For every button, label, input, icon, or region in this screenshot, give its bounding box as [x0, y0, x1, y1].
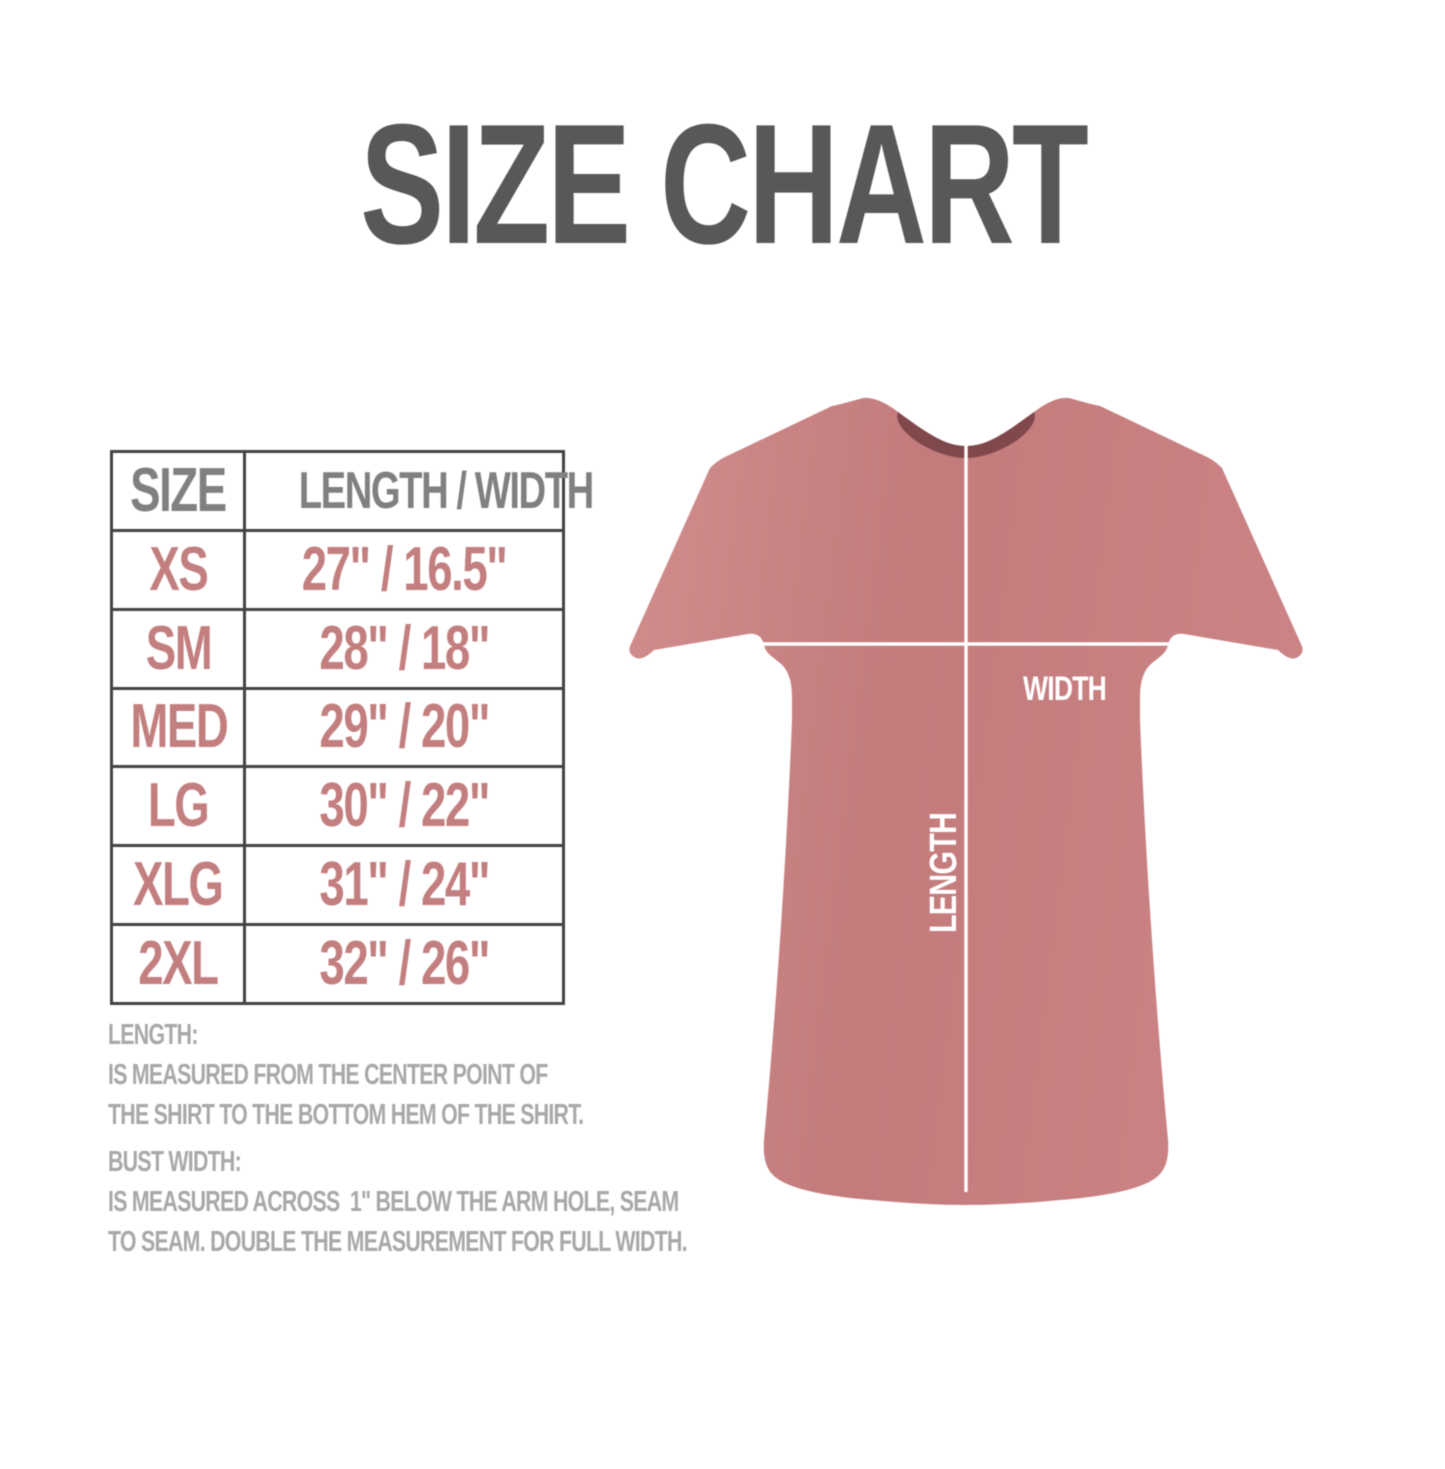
svg-text:LENGTH: LENGTH: [923, 813, 965, 933]
svg-text:WIDTH: WIDTH: [1023, 670, 1106, 708]
